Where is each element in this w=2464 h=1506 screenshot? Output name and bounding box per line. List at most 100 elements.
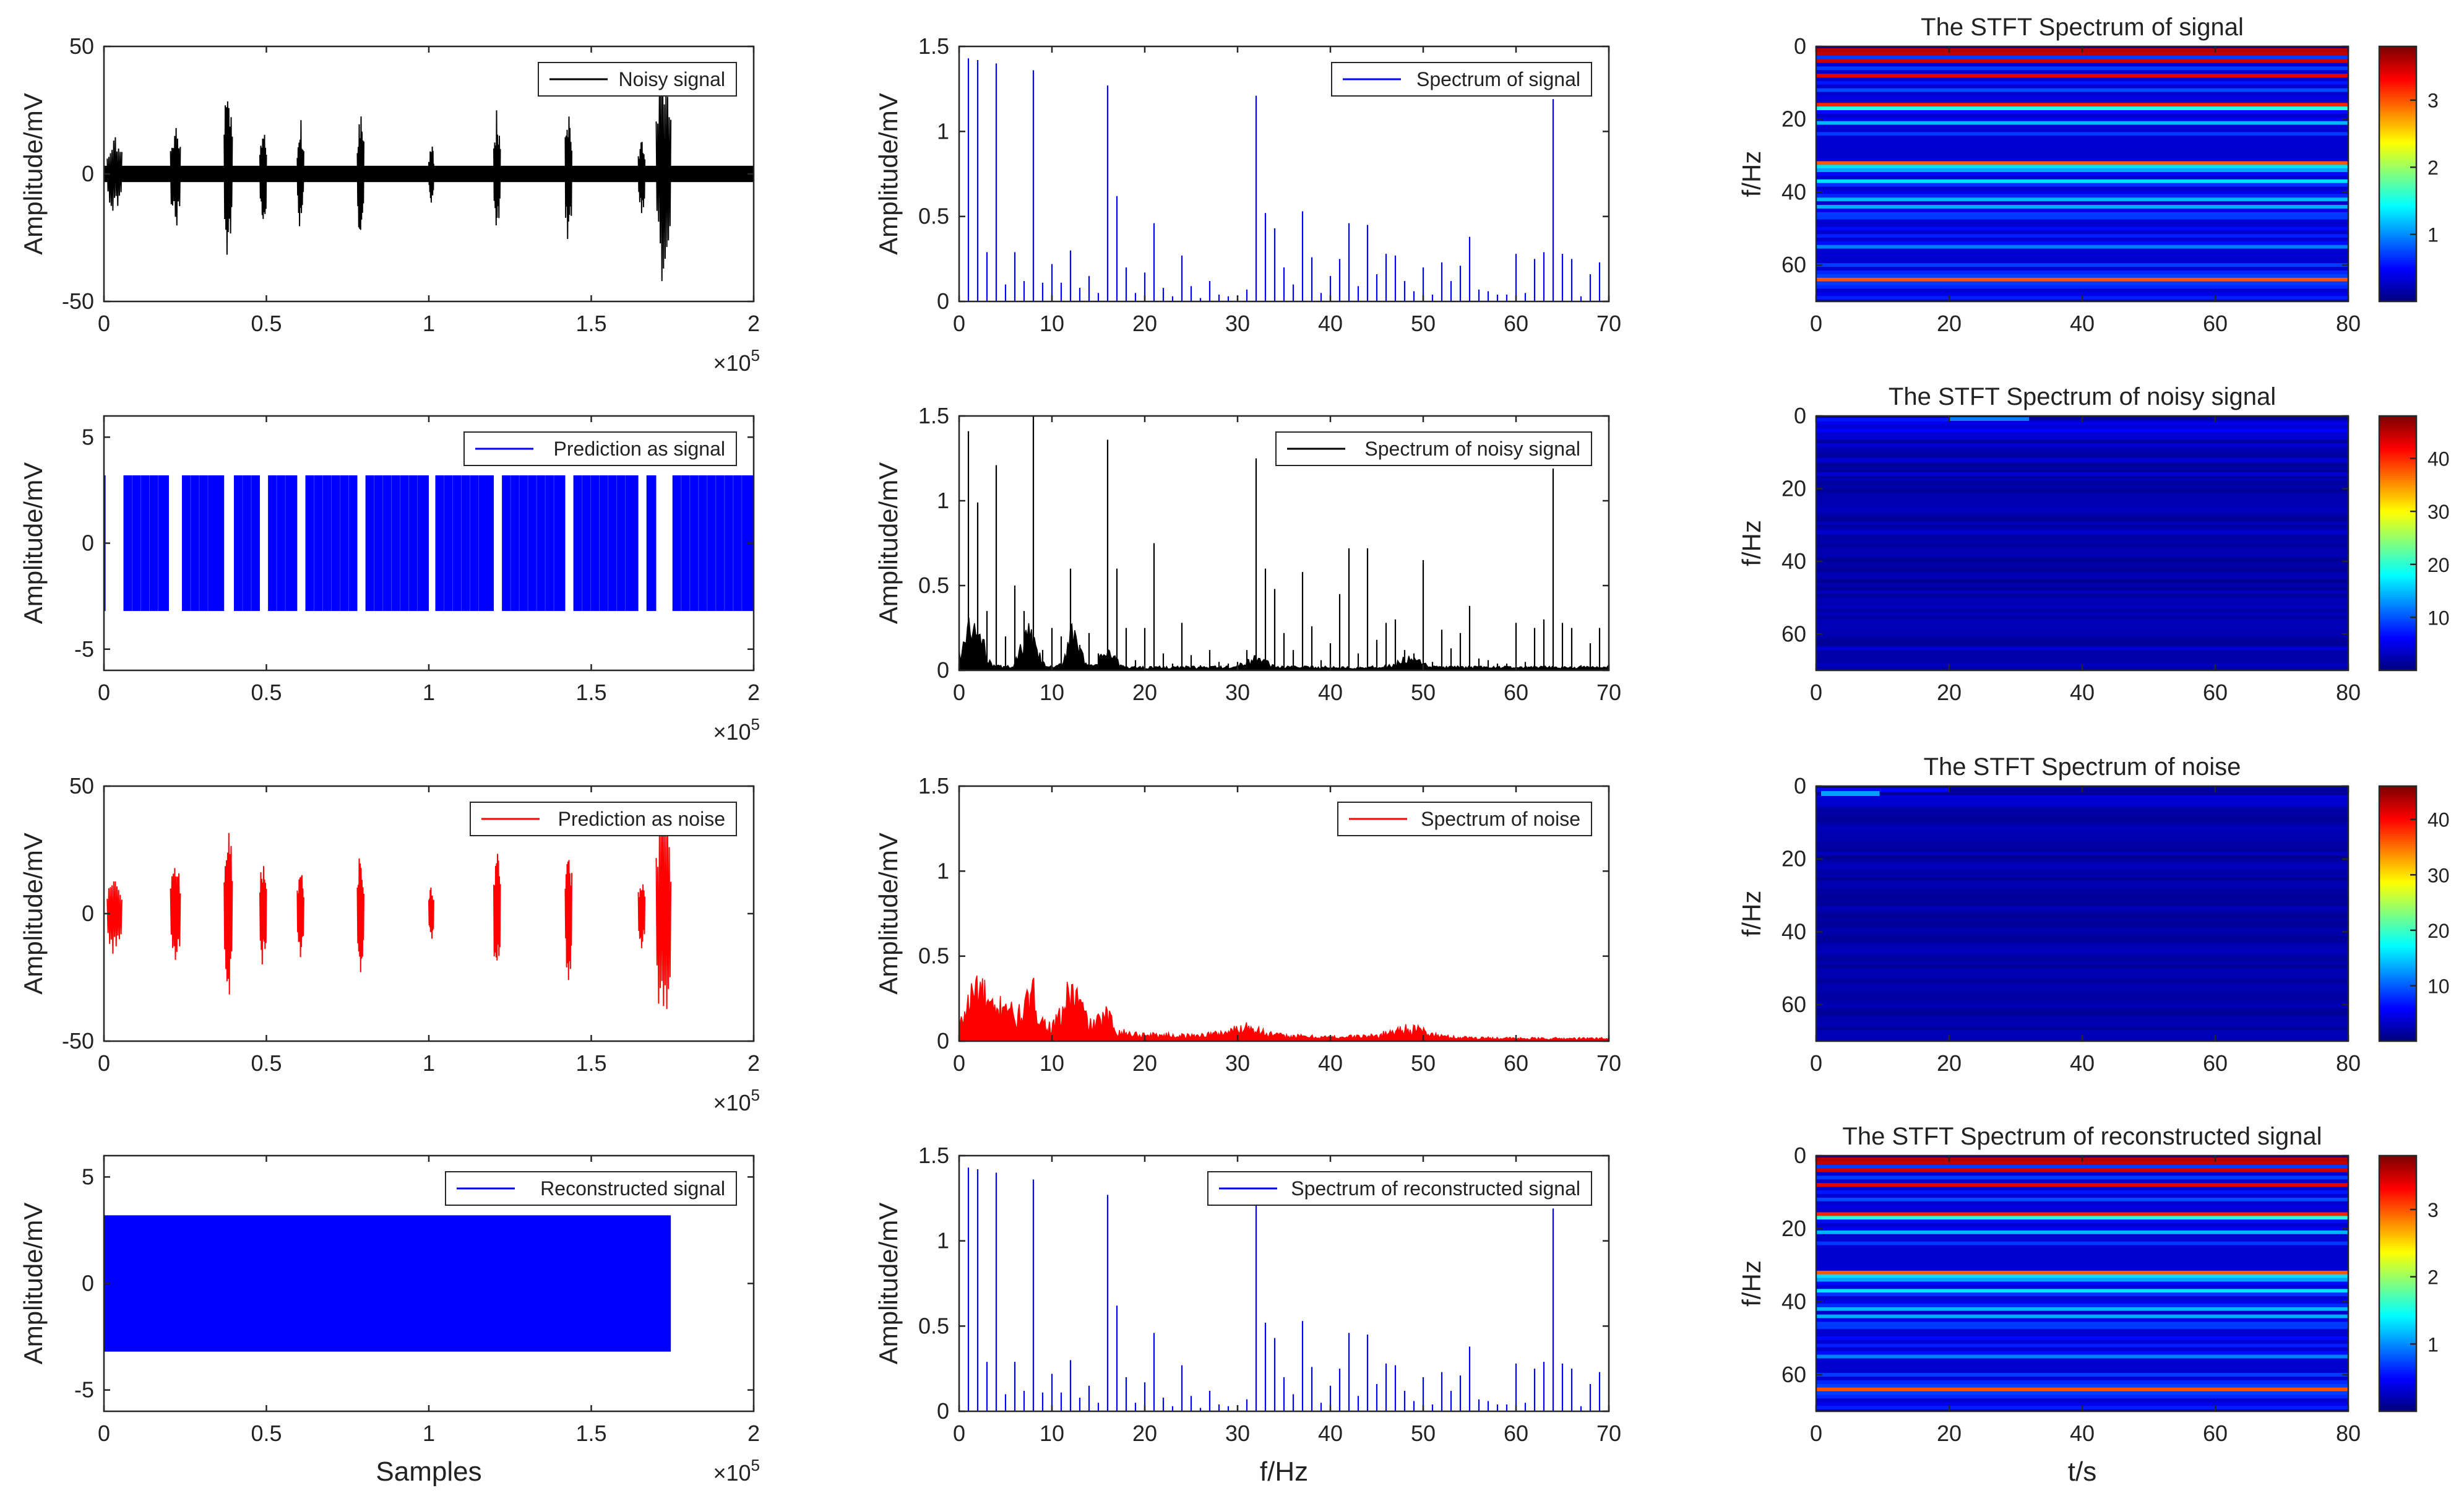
heatmap-row (1816, 142, 2348, 147)
x-tick-label: 60 (1504, 680, 1528, 705)
colorbar-step (2379, 870, 2416, 873)
heatmap-texture-row (1816, 503, 2348, 508)
y-tick-label: 1 (937, 858, 949, 883)
plot-area (106, 804, 672, 1010)
colorbar: 1 2 3 (2378, 45, 2439, 303)
colorbar-step (2379, 1291, 2416, 1294)
y-tick-label: 0 (937, 288, 949, 314)
colorbar-step (2379, 654, 2416, 657)
colorbar-step (2379, 842, 2416, 844)
heatmap-row (1816, 256, 2348, 260)
colorbar-tick-label: 40 (2427, 809, 2450, 831)
colorbar-step (2379, 1329, 2416, 1332)
heatmap-texture-row (1816, 492, 2348, 496)
heatmap-row (1816, 92, 2348, 96)
y-tick-label: 5 (82, 424, 94, 449)
heatmap-row (1816, 179, 2348, 183)
colorbar-step (2379, 794, 2416, 797)
colorbar-step (2379, 1389, 2416, 1392)
colorbar-step (2379, 1275, 2416, 1278)
colorbar-step (2379, 426, 2416, 428)
y-tick-label: 20 (1781, 846, 1806, 872)
heatmap-row (1816, 1175, 2348, 1180)
heatmap-row (1816, 1190, 2348, 1195)
burst-4 (296, 120, 304, 227)
colorbar-step (2379, 810, 2416, 813)
heatmap-row (1816, 1358, 2348, 1362)
heatmap-texture-row (1816, 976, 2348, 980)
colorbar-step (2379, 443, 2416, 446)
x-tick-label: 20 (1132, 1050, 1157, 1076)
y-tick-label: 1 (937, 1228, 949, 1253)
heatmap-row (1816, 263, 2348, 267)
heatmap-row (1816, 128, 2348, 132)
heatmap-row (1816, 234, 2348, 238)
colorbar-step (2379, 66, 2416, 69)
legend-label: Spectrum of noisy signal (1364, 438, 1580, 460)
colorbar-step (2379, 1175, 2416, 1179)
heatmap-row (1816, 1387, 2348, 1391)
y-tick-label: 0 (937, 657, 949, 683)
colorbar-step (2379, 136, 2416, 139)
heatmap-texture-row (1816, 924, 2348, 929)
colorbar-step (2379, 50, 2416, 53)
colorbar-step (2379, 433, 2416, 436)
heatmap-row (1816, 285, 2348, 289)
colorbar-step (2379, 888, 2416, 890)
y-axis-label: Amplitude/mV (874, 833, 903, 994)
heatmap-texture-row (1816, 957, 2348, 962)
colorbar-step (2379, 836, 2416, 839)
colorbar-step (2379, 62, 2416, 65)
colorbar-step (2379, 227, 2416, 230)
colorbar-step (2379, 535, 2416, 538)
burst-3 (259, 866, 267, 965)
colorbar-step (2379, 668, 2416, 671)
colorbar-step (2379, 1197, 2416, 1200)
heatmap-row (1816, 1183, 2348, 1187)
colorbar-frame (2378, 1154, 2418, 1413)
colorbar-step (2379, 931, 2416, 934)
colorbar-tick-label: 30 (2427, 864, 2450, 886)
colorbar-step (2379, 1231, 2416, 1234)
colorbar-tick-label: 40 (2427, 448, 2450, 470)
colorbar-step (2379, 507, 2416, 510)
y-axis-label: Amplitude/mV (19, 1203, 48, 1364)
chart-title: The STFT Spectrum of noise (1924, 753, 2241, 781)
colorbar-step (2379, 176, 2416, 179)
y-tick-label: 0 (937, 1398, 949, 1424)
burst-5 (356, 858, 364, 972)
heatmap-row (1816, 1263, 2348, 1268)
heatmap-texture-row (1816, 557, 2348, 562)
colorbar-step (2379, 969, 2416, 972)
colorbar-step (2379, 947, 2416, 950)
colorbar-step (2379, 106, 2416, 109)
heatmap-row (1816, 281, 2348, 285)
heatmap-texture-row (1816, 866, 2348, 870)
colorbar-step (2379, 225, 2416, 228)
colorbar-step (2379, 222, 2416, 225)
heatmap-texture-row (1816, 993, 2348, 998)
heatmap-row (1816, 1205, 2348, 1209)
x-exponent-base: ×10 (713, 1460, 751, 1486)
x-tick-label: 10 (1040, 1050, 1064, 1076)
x-tick-label: 0 (953, 1050, 965, 1076)
heatmap-row (1816, 1223, 2348, 1227)
y-tick-label: 1 (937, 488, 949, 513)
colorbar-step (2379, 259, 2416, 262)
heatmap-row (1816, 95, 2348, 100)
colorbar-step (2379, 788, 2416, 791)
y-tick-label: 20 (1781, 106, 1806, 132)
colorbar-step (2379, 573, 2416, 576)
colorbar-step (2379, 80, 2416, 83)
chart-stft-noisy: 0 20 40 60 80 0 20 40 60 f/Hz The STFT Spectrum of… (1737, 383, 2450, 705)
colorbar-step (2379, 630, 2416, 633)
colorbar-step (2379, 792, 2416, 795)
colorbar-step (2379, 921, 2416, 924)
heatmap-texture-row (1816, 547, 2348, 551)
heatmap-row (1816, 1336, 2348, 1341)
colorbar-step (2379, 184, 2416, 186)
heatmap-texture-row (1816, 517, 2348, 522)
colorbar-step (2379, 615, 2416, 617)
x-tick-label: 0.5 (251, 680, 282, 705)
colorbar-step (2379, 989, 2416, 992)
